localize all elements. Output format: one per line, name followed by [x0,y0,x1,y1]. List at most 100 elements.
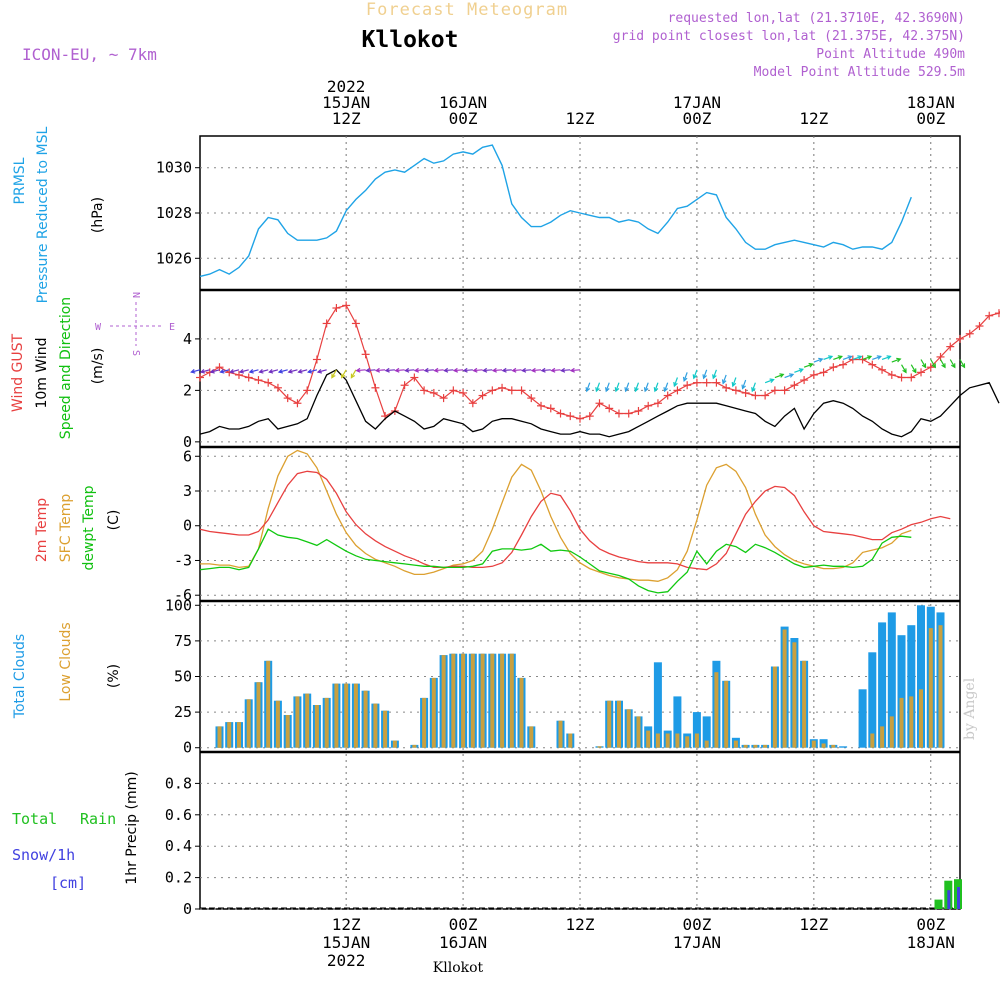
precip-rain-label: Rain [80,810,116,828]
gust-marker [731,386,740,395]
wind-speed-dir-label: Speed and Direction [58,297,74,439]
wind-arrow [833,355,843,361]
low-cloud-bar [295,696,300,748]
gust-marker [712,378,721,387]
wind-arrow [501,367,512,373]
wind-arrow [595,382,601,393]
low-cloud-bar [568,733,573,748]
wind-arrow [248,368,259,374]
gust-marker [829,363,838,372]
low-cloud-bar [461,653,466,748]
precip-cm-label: [cm] [50,874,86,892]
gust-marker [517,386,526,395]
wind-arrow [842,355,853,361]
low-cloud-bar [909,696,914,748]
y-tick-label: 100 [165,596,192,614]
gust-marker [244,373,253,382]
bottom-tick-label: 18JAN [907,933,955,952]
wind-arrow [702,369,708,380]
wind-arrow [920,359,927,369]
wind-arrow [959,359,966,369]
gust-marker [673,386,682,395]
wind-arrow [560,367,571,373]
low-cloud-bar [733,740,738,748]
requested-coords: requested lon,lat (21.3710E, 42.3690N) [668,11,965,26]
low-cloud-bar [831,744,836,748]
y-tick-label: 75 [174,632,192,650]
low-cloud-bar [694,733,699,748]
y-tick-label: 0.6 [165,806,192,824]
gust-marker [273,383,282,392]
low-cloud-bar [256,682,261,748]
gridpoint-coords: grid point closest lon,lat (21.375E, 42.… [613,29,965,44]
top-tick-label: 16JAN [439,93,487,112]
wind-arrow [949,359,956,369]
wind-arrow [306,368,318,374]
precip-unit-label: 1hr Precip (mm) [124,771,140,884]
celsius-unit-label: (C) [106,510,122,531]
low-cloud-bar [724,680,729,748]
low-cloud-bar [597,746,602,748]
low-cloud-bar [266,660,271,748]
total-cloud-bar [868,652,877,748]
gust-marker [956,334,964,343]
wind-arrow [316,368,327,374]
wind-arrow [852,355,863,361]
low-cloud-bar [353,683,358,748]
gust-marker [790,381,799,390]
gust-marker [507,386,516,395]
gust-marker [196,373,204,382]
gust-marker [926,363,935,372]
y-tick-label: 25 [174,703,192,721]
gust-marker [722,383,731,392]
low-cloud-bar [558,720,563,748]
wind-direction-arrows [190,355,966,393]
wind-arrow [634,382,640,393]
gust-marker [420,386,429,395]
bottom-tick-label: 00Z [916,915,945,934]
wind-arrow [365,367,376,373]
compass-east: E [169,322,175,333]
low-cloud-bar [519,677,524,748]
gust-marker [556,409,565,418]
gust-marker [527,394,536,403]
gust-marker [478,391,487,400]
wind-arrow [653,382,659,393]
y-tick-label: 4 [183,330,192,348]
low-cloud-bar [246,699,251,748]
low-cloud-bar [314,705,319,748]
gust-marker [546,404,555,413]
gust-marker [917,368,926,377]
wind-arrow [741,379,747,390]
gust-marker [576,414,584,423]
temp-2m-line [199,470,951,571]
wind-arrow [605,382,610,393]
wind-arrow [774,373,785,379]
wind-arrow [394,367,405,373]
bottom-tick-label: 17JAN [673,933,721,952]
wind-arrow [624,382,630,393]
gust-marker [702,378,711,387]
rain-bar [934,899,943,909]
wind-arrow [199,368,210,374]
top-tick-label: 00Z [682,109,711,128]
low-cloud-bar [227,722,232,748]
bottom-tick-label: 12Z [332,915,361,934]
wind-arrow [910,364,917,374]
compass-south: S [130,350,141,356]
low-cloud-bar [509,653,514,748]
gust-marker [605,404,614,413]
gust-marker [975,322,984,331]
bottom-tick-label: 2022 [327,951,366,970]
low-cloud-bar [305,693,310,748]
low-cloud-bar [480,653,485,748]
low-cloud-bar [392,740,397,748]
gust-marker [537,401,546,410]
low-cloud-bar [655,733,660,748]
wind-arrow [331,369,337,379]
y-tick-label: -6 [174,586,192,604]
low-cloud-bar [919,689,923,748]
hpa-unit-label: (hPa) [90,197,106,233]
bottom-tick-label: 15JAN [322,933,370,952]
